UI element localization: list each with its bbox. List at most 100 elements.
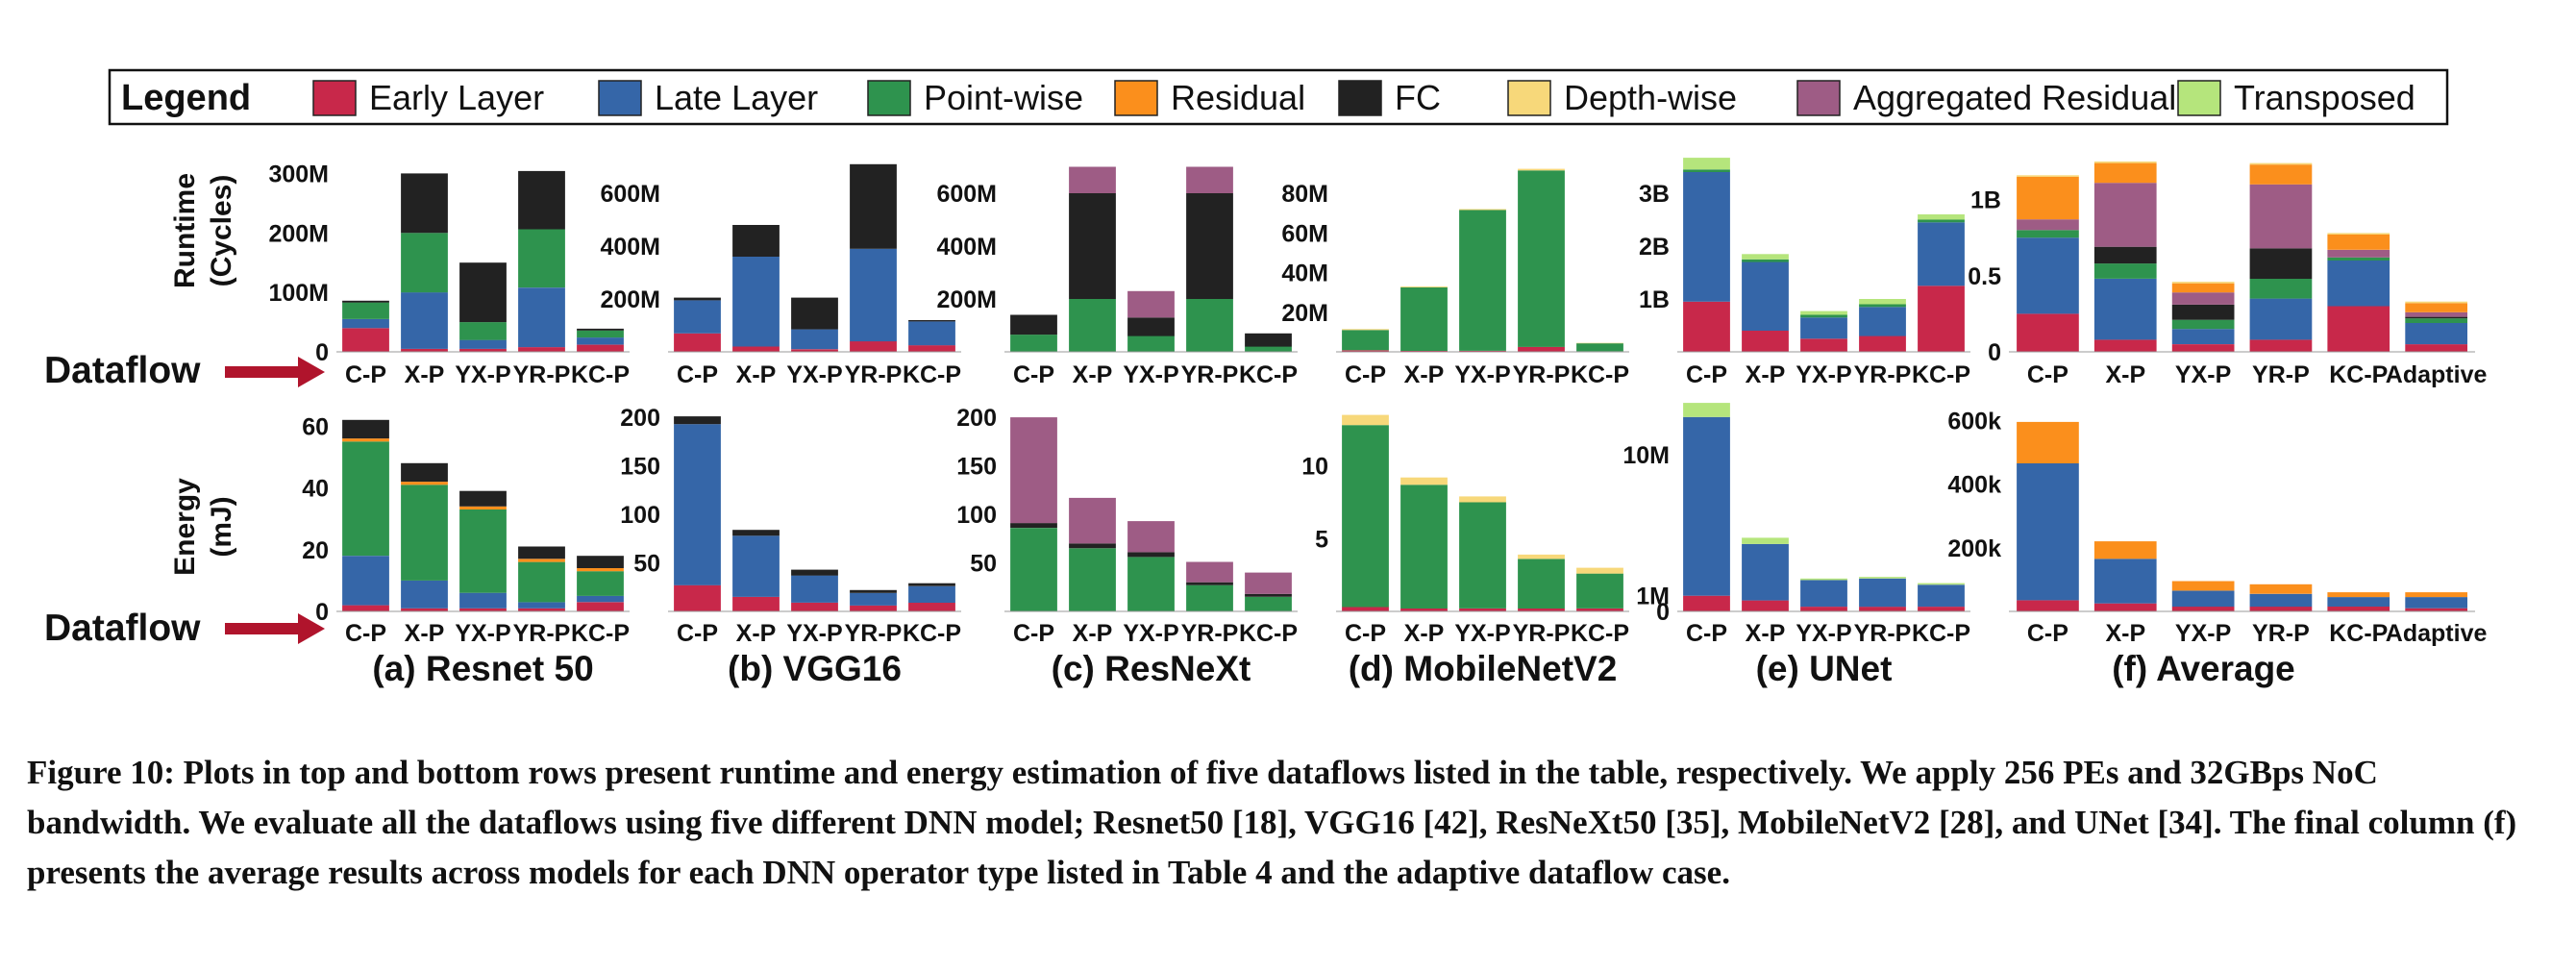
runtime-panel-5-bar-YR-P-agg bbox=[2249, 184, 2313, 249]
dataflow-arrow-runtime-icon bbox=[225, 357, 325, 387]
energy-panel-4-xtick-1: X-P bbox=[1746, 620, 1786, 647]
runtime-panel-5-bar-C-P-early bbox=[2017, 313, 2079, 352]
legend-label-depth: Depth-wise bbox=[1564, 78, 1737, 117]
runtime-panel-4-bar-YX-P-point bbox=[1800, 314, 1847, 318]
runtime-panel-4-bar-X-P-trans bbox=[1742, 254, 1789, 260]
energy-panel-0-bar-X-P-point bbox=[401, 484, 448, 581]
energy-panel-2-ytick-2: 100 bbox=[956, 502, 997, 529]
energy-panel-0-bar-YX-P-fc bbox=[459, 490, 507, 507]
energy-panel-3-bar-YX-P-early bbox=[1459, 609, 1506, 611]
runtime-panel-4-bar-X-P-point bbox=[1742, 259, 1789, 262]
runtime-panel-5-bar-YX-P-fc bbox=[2171, 304, 2235, 320]
energy-panel-2-bar-KC-P-fc bbox=[1245, 593, 1292, 597]
runtime-panel-2: 200M 400M 600M C-P X-P YX-P YR-P KC-P bbox=[936, 166, 1298, 388]
runtime-panel-5-bar-X-P-resid bbox=[2093, 162, 2157, 184]
energy-panel-2-bar-YX-P-agg bbox=[1127, 521, 1175, 553]
runtime-panel-2-bar-YR-P-agg bbox=[1186, 166, 1233, 193]
runtime-panel-2-xtick-4: KC-P bbox=[1239, 361, 1298, 388]
runtime-panel-5-bar-KC-P-point bbox=[2327, 257, 2390, 261]
runtime-panel-3-bar-KC-P-point bbox=[1576, 343, 1623, 352]
runtime-panel-5-bar-KC-P-early bbox=[2327, 306, 2390, 352]
runtime-panel-3-bar-C-P-point bbox=[1342, 330, 1389, 351]
runtime-panel-5-bar-YX-P-depth bbox=[2171, 282, 2235, 284]
energy-panel-2-bar-C-P-fc bbox=[1010, 523, 1057, 529]
runtime-panel-4: 1B 2B 3B C-P X-P YX-P YR-P KC-P bbox=[1639, 158, 1970, 388]
energy-panel-0-ytick-1: 20 bbox=[302, 537, 329, 564]
runtime-panel-5-bar-C-P-late bbox=[2017, 237, 2079, 314]
runtime-panel-3-xtick-4: KC-P bbox=[1571, 361, 1629, 388]
energy-panel-0-bar-C-P-resid bbox=[342, 438, 389, 442]
energy-panel-4-xtick-3: YR-P bbox=[1854, 620, 1912, 647]
energy-panel-5-bar-KC-P-early bbox=[2327, 607, 2390, 611]
runtime-panel-5-bar-Adaptive-point bbox=[2405, 318, 2467, 323]
energy-panel-4-xtick-2: YX-P bbox=[1796, 620, 1851, 647]
energy-panel-0-bar-C-P-point bbox=[342, 441, 389, 557]
energy-panel-3-bar-X-P-point bbox=[1400, 484, 1448, 609]
energy-panel-1-bar-YR-P-early bbox=[850, 605, 897, 611]
energy-panel-0-bar-KC-P-point bbox=[577, 571, 624, 596]
runtime-panel-4-bar-C-P-point bbox=[1683, 169, 1730, 172]
energy-panel-3-bar-X-P-early bbox=[1400, 609, 1448, 611]
runtime-panel-0-bar-KC-P-early bbox=[577, 344, 624, 352]
energy-panel-5-xtick-2: YX-P bbox=[2175, 620, 2231, 647]
energy-panel-0-bar-YR-P-resid bbox=[518, 559, 565, 562]
energy-panel-3-bar-KC-P-early bbox=[1576, 609, 1623, 611]
energy-panel-4: 01M 10M C-P X-P YX-P YR-P KC-P (e) UNet bbox=[1622, 403, 1970, 688]
energy-panel-4-xtick-0: C-P bbox=[1686, 620, 1727, 647]
energy-panel-1-bar-KC-P-late bbox=[908, 585, 955, 603]
energy-panel-1-xtick-0: C-P bbox=[677, 620, 718, 647]
energy-panel-4-bar-YX-P-early bbox=[1800, 607, 1847, 611]
runtime-panel-1-bar-X-P-late bbox=[732, 257, 780, 347]
energy-panel-2: 50 100 150 200 C-P X-P YX-P YR-P KC-P(c) ResNeXt bbox=[956, 405, 1298, 688]
runtime-panel-0-bar-YR-P-late bbox=[518, 287, 565, 348]
runtime-panel-2-bar-YX-P-fc bbox=[1127, 317, 1175, 336]
runtime-panel-1-xtick-3: YR-P bbox=[845, 361, 903, 388]
runtime-panel-4-ytick-2: 2B bbox=[1639, 234, 1670, 261]
energy-panel-2-bar-YR-P-fc bbox=[1186, 582, 1233, 585]
runtime-panel-0-ytick-3: 300M bbox=[268, 161, 329, 187]
energy-panel-4-bar-KC-P-early bbox=[1918, 607, 1965, 611]
energy-panel-5-bar-C-P-late bbox=[2017, 463, 2079, 601]
runtime-panel-1-ytick-3: 600M bbox=[600, 181, 660, 208]
runtime-panel-2-xtick-2: YX-P bbox=[1123, 361, 1178, 388]
runtime-panel-4-xtick-0: C-P bbox=[1686, 361, 1727, 388]
energy-panel-3-xtick-1: X-P bbox=[1404, 620, 1445, 647]
energy-panel-5-bar-X-P-early bbox=[2093, 603, 2157, 611]
energy-panel-2-xtick-2: YX-P bbox=[1123, 620, 1178, 647]
dataflow-label-runtime: Dataflow bbox=[44, 350, 201, 391]
energy-panel-0-bar-YR-P-late bbox=[518, 602, 565, 609]
legend-swatch-point bbox=[867, 80, 911, 116]
energy-panel-4-bar-X-P-early bbox=[1742, 600, 1789, 611]
runtime-panel-2-ytick-2: 400M bbox=[936, 234, 997, 261]
runtime-panel-0-xtick-3: YR-P bbox=[513, 361, 571, 388]
energy-panel-5-ytick-2: 400k bbox=[1947, 472, 2001, 499]
runtime-panel-5-bar-YX-P-resid bbox=[2171, 283, 2235, 293]
runtime-panel-0-ytick-1: 100M bbox=[268, 280, 329, 307]
energy-panel-3-xtick-3: YR-P bbox=[1513, 620, 1571, 647]
runtime-panel-5-bar-YX-P-point bbox=[2171, 319, 2235, 330]
runtime-panel-5-bar-YR-P-resid bbox=[2249, 164, 2313, 185]
energy-panel-5-xtick-4: KC-P bbox=[2329, 620, 2388, 647]
runtime-panel-0-bar-YR-P-point bbox=[518, 229, 565, 288]
runtime-panel-0-bar-KC-P-late bbox=[577, 337, 624, 345]
energy-panel-2-xtick-3: YR-P bbox=[1181, 620, 1239, 647]
row-labels: Runtime (Cycles) Energy (mJ) Dataflow Da… bbox=[44, 173, 325, 649]
energy-panel-4-ytick-1: 1M bbox=[1636, 584, 1670, 610]
runtime-panel-5-bar-YX-P-late bbox=[2171, 329, 2235, 344]
energy-panel-5-bar-X-P-late bbox=[2093, 559, 2157, 604]
energy-panel-0-bar-YR-P-point bbox=[518, 561, 565, 603]
runtime-panel-0-xtick-4: KC-P bbox=[571, 361, 630, 388]
energy-panel-5-bar-YR-P-early bbox=[2249, 607, 2313, 611]
runtime-panel-2-bar-YX-P-point bbox=[1127, 335, 1175, 352]
energy-panel-0-xtick-4: KC-P bbox=[571, 620, 630, 647]
energy-panel-3-bar-YR-P-early bbox=[1518, 609, 1565, 611]
runtime-panel-0-bar-YX-P-early bbox=[459, 348, 507, 352]
energy-panel-2-bar-X-P-agg bbox=[1069, 497, 1116, 544]
runtime-panel-3-ytick-3: 60M bbox=[1281, 220, 1328, 247]
caption-text: Plots in top and bottom rows present run… bbox=[27, 754, 2517, 891]
runtime-panel-4-bar-KC-P-late bbox=[1918, 222, 1965, 286]
runtime-panel-2-bar-X-P-agg bbox=[1069, 166, 1116, 193]
runtime-panel-5-bar-X-P-late bbox=[2093, 279, 2157, 340]
runtime-panel-1-bar-YR-P-early bbox=[850, 341, 897, 352]
runtime-panel-4-xtick-1: X-P bbox=[1746, 361, 1786, 388]
